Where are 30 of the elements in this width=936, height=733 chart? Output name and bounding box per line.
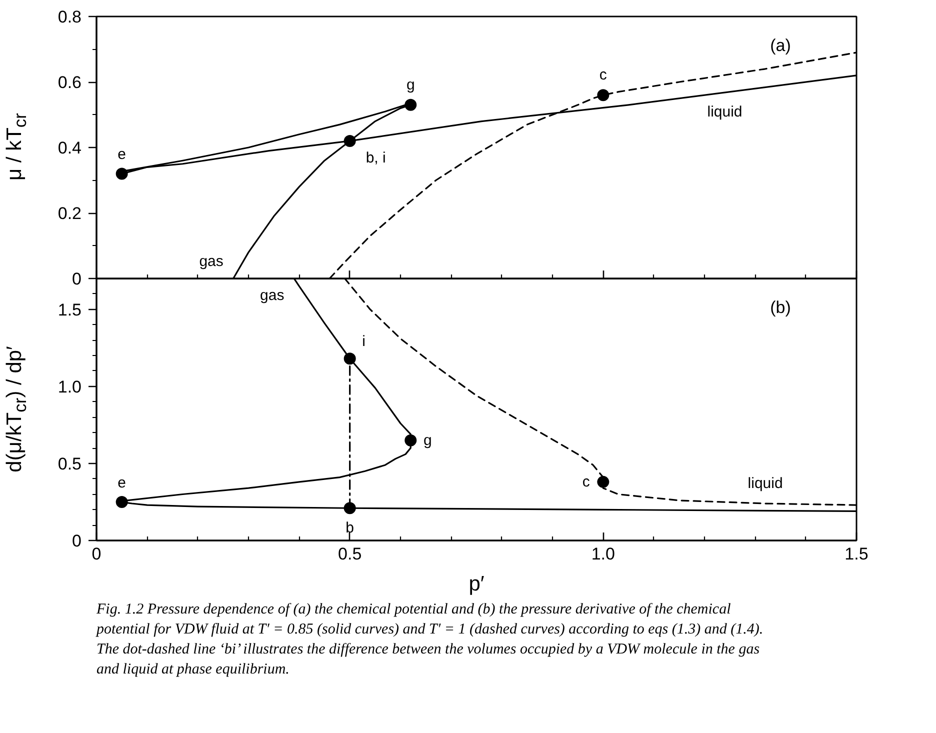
annotation: g	[423, 432, 432, 449]
annotation: e	[118, 146, 126, 164]
text: (b)	[770, 298, 791, 317]
x-axis-title: p′	[468, 572, 484, 596]
annotation: gas	[199, 253, 224, 270]
y-tick-label: 1.5	[58, 300, 82, 320]
annotation: e	[118, 474, 126, 492]
annotation: gas	[260, 287, 284, 304]
annotation: i	[362, 333, 366, 350]
y-tick-label: 0.5	[58, 454, 82, 474]
y-tick-label: 0	[72, 270, 82, 288]
caption: Fig. 1.2 Pressure dependence of (a) the chemical potential and (b) the pressure derivative of the chemical potential for VDW fluid at T′ = 0.85 (solid curves) and T′ = 1 (dashed curves) according to eqs (1.3) and (1.4). The dot-dashed line ‘bi’ illustrates the difference between the volumes occupied by a VDW molecule in the gas and liquid at phase equilibrium.	[96, 602, 764, 678]
y-tick-label: 0.6	[58, 73, 82, 92]
annotation: g	[406, 76, 415, 94]
y-tick-label: 0.2	[58, 204, 82, 223]
annotation: c	[582, 473, 590, 490]
y-tick-label: 0.4	[58, 138, 82, 158]
x-tick-label: 1.0	[591, 544, 615, 564]
annotation: liquid	[748, 475, 783, 492]
x-tick-label: 0.5	[338, 544, 362, 564]
x-tick-label: 0	[92, 544, 102, 564]
y-tick-label: 1.0	[58, 377, 82, 396]
text: (a)	[770, 36, 791, 55]
y-tick-label: 0	[72, 532, 82, 550]
y-tick-label: 0.8	[58, 8, 82, 26]
annotation: b, i	[366, 149, 386, 166]
annotation: liquid	[707, 103, 742, 120]
annotation: b	[346, 520, 354, 537]
x-tick-label: 1.5	[844, 544, 868, 564]
annotation: c	[599, 66, 608, 84]
